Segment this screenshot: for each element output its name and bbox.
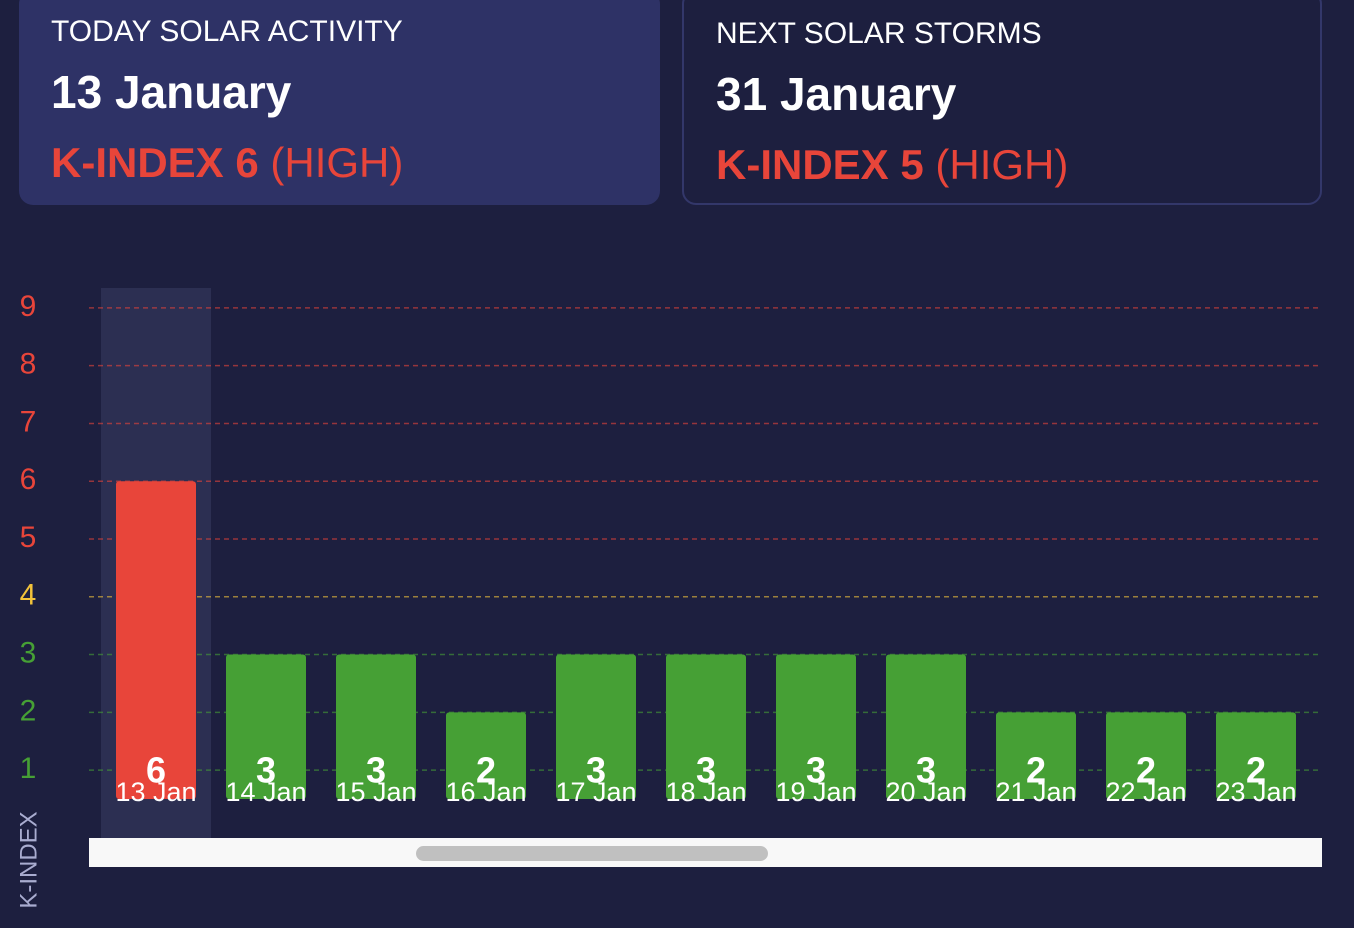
x-tick-label: 17 Jan [555, 777, 636, 807]
value-label: 3 [806, 750, 826, 791]
value-label: 3 [256, 750, 276, 791]
value-label: 2 [1136, 750, 1156, 791]
bar [446, 712, 526, 799]
value-label: 2 [1026, 750, 1046, 791]
value-label: 3 [366, 750, 386, 791]
bar [996, 712, 1076, 799]
y-tick-label: 6 [20, 463, 37, 496]
y-tick-label: 2 [20, 694, 37, 727]
x-tick-label: 21 Jan [995, 777, 1076, 807]
bar [666, 654, 746, 799]
bar [226, 654, 306, 799]
x-tick-label: 22 Jan [1105, 777, 1186, 807]
bar [336, 654, 416, 799]
x-tick-label: 23 Jan [1215, 777, 1296, 807]
next-card: NEXT SOLAR STORMS 31 January K-INDEX 5 (… [682, 0, 1322, 205]
kindex: K-INDEX 6 [51, 139, 259, 186]
card-date: 31 January [716, 68, 957, 120]
today-card: TODAY SOLAR ACTIVITY 13 January K-INDEX … [19, 0, 660, 205]
value-label: 2 [476, 750, 496, 791]
card-title: NEXT SOLAR STORMS [716, 17, 1042, 50]
card-title: TODAY SOLAR ACTIVITY [51, 15, 403, 48]
bar [1106, 712, 1186, 799]
x-tick-label: 19 Jan [775, 777, 856, 807]
y-tick-label: 9 [20, 290, 37, 323]
x-tick-label: 20 Jan [885, 777, 966, 807]
x-tick-label: 13 Jan [115, 777, 196, 807]
value-label: 6 [146, 750, 166, 791]
card-date: 13 January [51, 66, 292, 118]
x-tick-label: 14 Jan [225, 777, 306, 807]
scrollbar-thumb[interactable] [416, 846, 768, 861]
bar [776, 654, 856, 799]
value-label: 3 [586, 750, 606, 791]
bar [116, 481, 196, 799]
y-tick-label: 5 [20, 521, 37, 554]
card-kindex: K-INDEX 5 (HIGH) [716, 140, 1320, 190]
bar [556, 654, 636, 799]
x-tick-label: 16 Jan [445, 777, 526, 807]
value-label: 2 [1246, 750, 1266, 791]
y-axis-label: K-INDEX [15, 811, 42, 908]
y-tick-label: 1 [20, 752, 37, 785]
bar [886, 654, 966, 799]
y-tick-label: 8 [20, 348, 37, 381]
value-label: 3 [696, 750, 716, 791]
bar [1216, 712, 1296, 799]
y-tick-label: 4 [20, 579, 37, 612]
card-kindex: K-INDEX 6 (HIGH) [51, 138, 660, 188]
y-tick-label: 7 [20, 405, 37, 438]
value-label: 3 [916, 750, 936, 791]
y-tick-label: 3 [20, 636, 37, 669]
x-tick-label: 18 Jan [665, 777, 746, 807]
x-tick-label: 15 Jan [335, 777, 416, 807]
level: (HIGH) [270, 139, 404, 186]
level: (HIGH) [935, 141, 1069, 188]
kindex: K-INDEX 5 [716, 141, 924, 188]
